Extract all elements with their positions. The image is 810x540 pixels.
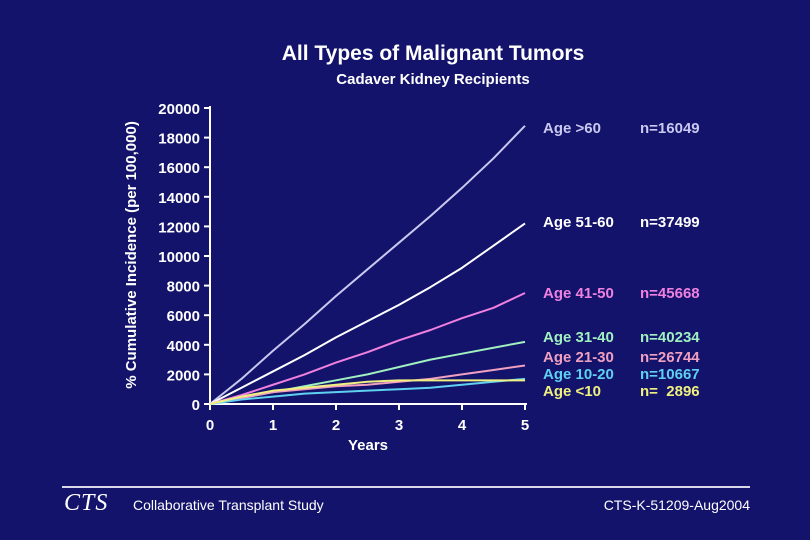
legend: Age >60 n=16049 Age 51-60 n=37499 Age 41-50 n… [543,120,700,400]
series-line-1 [209,222,526,405]
legend-label: Age <10 [543,383,601,400]
x-tick-label: 5 [521,417,529,434]
y-tick-label: 8000 [167,279,200,296]
series-line-5 [209,377,526,405]
footer-organization: Collaborative Transplant Study [133,497,324,513]
y-tick-label: 18000 [158,131,200,148]
legend-label: Age 31-40 [543,329,614,346]
series-line-6 [209,379,525,405]
x-tick-label: 4 [458,417,467,434]
series-lines [209,125,526,405]
x-tick-label: 2 [332,417,340,434]
x-tick-label: 0 [206,417,214,434]
y-tick-label: 14000 [158,190,200,207]
y-tick-label: 6000 [167,308,200,325]
cts-logo: CTS [64,490,109,516]
legend-label: Age >60 [543,120,601,137]
legend-label: Age 21-30 [543,349,614,366]
series-line-4 [209,364,526,405]
chart-title: All Types of Malignant Tumors [282,42,585,65]
legend-count: n= 2896 [640,383,700,400]
y-tick-label: 10000 [158,249,200,266]
y-axis-label: % Cumulative Incidence (per 100,000) [123,121,140,389]
y-tick-label: 0 [192,397,200,414]
y-tick-label: 20000 [158,101,200,118]
y-tick-label: 16000 [158,160,200,177]
legend-label: Age 10-20 [543,366,614,383]
x-axis-label: Years [348,437,388,454]
legend-label: Age 51-60 [543,214,614,231]
chart-subtitle: Cadaver Kidney Recipients [336,71,529,88]
x-tick-label: 1 [269,417,277,434]
series-line-0 [209,125,526,405]
legend-label: Age 41-50 [543,285,614,302]
legend-count: n=45668 [640,285,700,302]
footer-divider [62,486,750,488]
footer-code: CTS-K-51209-Aug2004 [603,497,750,513]
axes: 0 2000 4000 6000 8000 10000 12000 14000 16000 180… [158,101,529,434]
legend-count: n=26744 [640,349,700,366]
legend-count: n=16049 [640,120,700,137]
x-tick-label: 3 [395,417,403,434]
y-tick-label: 12000 [158,219,200,236]
series-line-2 [209,292,526,405]
legend-count: n=37499 [640,214,700,231]
y-tick-label: 4000 [167,338,200,355]
legend-count: n=40234 [640,329,700,346]
legend-count: n=10667 [640,366,700,383]
y-tick-label: 2000 [167,367,200,384]
